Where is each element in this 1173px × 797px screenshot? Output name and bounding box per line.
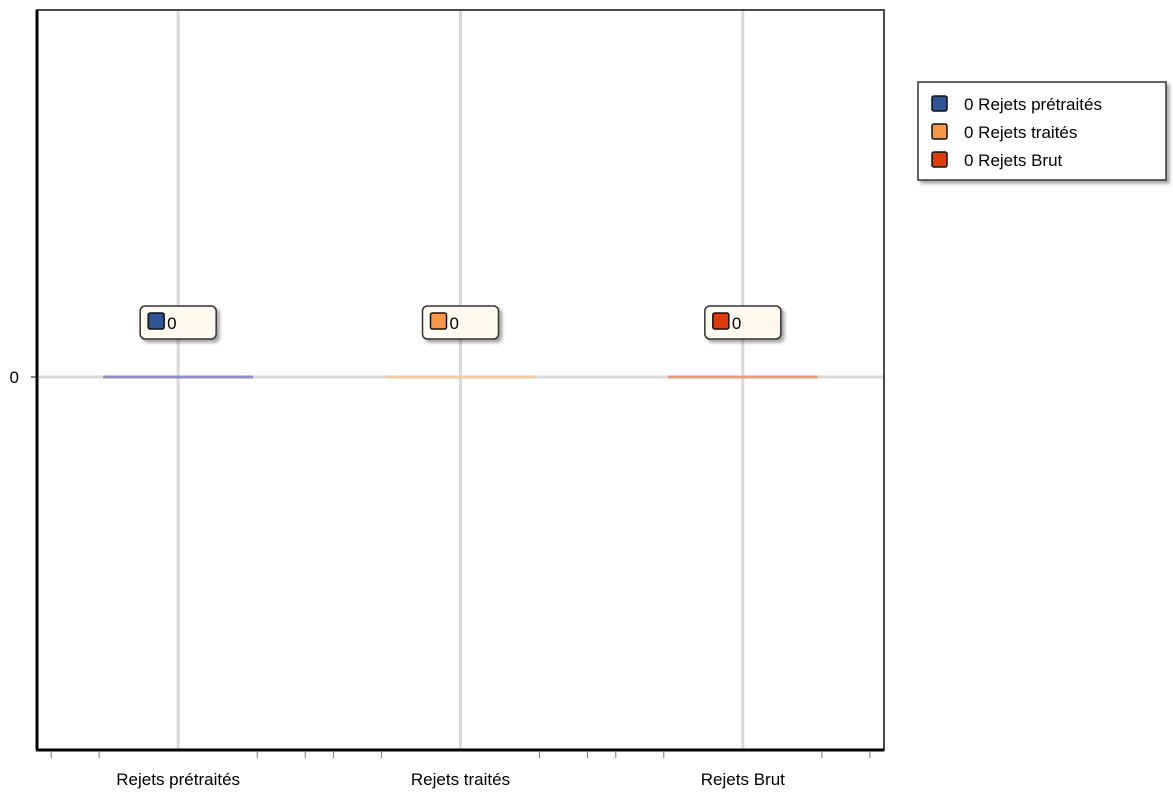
legend-swatch (931, 95, 948, 112)
x-tick-label: Rejets traités (411, 770, 510, 789)
legend-label: 0 Rejets traités (964, 123, 1077, 142)
data-label-value: 0 (450, 314, 459, 333)
x-tick-label: Rejets Brut (701, 770, 785, 789)
legend: 0 Rejets prétraités 0 Rejets traités 0 Rej… (917, 81, 1167, 181)
data-label-swatch (712, 312, 730, 330)
data-label-2: 0 (421, 305, 500, 340)
legend-label: 0 Rejets Brut (964, 151, 1063, 170)
x-tick-label: Rejets prétraités (116, 770, 240, 789)
data-label-3: 0 (704, 305, 782, 340)
data-label-swatch (429, 312, 448, 330)
legend-swatch (931, 123, 948, 140)
data-label-swatch (147, 312, 165, 330)
data-label-1: 0 (139, 305, 217, 340)
y-tick-label: 0 (10, 368, 19, 387)
grid-lines (37, 11, 884, 750)
legend-label: 0 Rejets prétraités (964, 95, 1102, 114)
legend-box (917, 81, 1167, 181)
axes: 0 Rejets prétraités Rejets traités Rejets B… (10, 9, 885, 789)
data-labels: 0 0 0 (139, 305, 782, 340)
legend-swatch (931, 151, 948, 168)
data-label-value: 0 (167, 314, 176, 333)
data-label-value: 0 (732, 314, 741, 333)
